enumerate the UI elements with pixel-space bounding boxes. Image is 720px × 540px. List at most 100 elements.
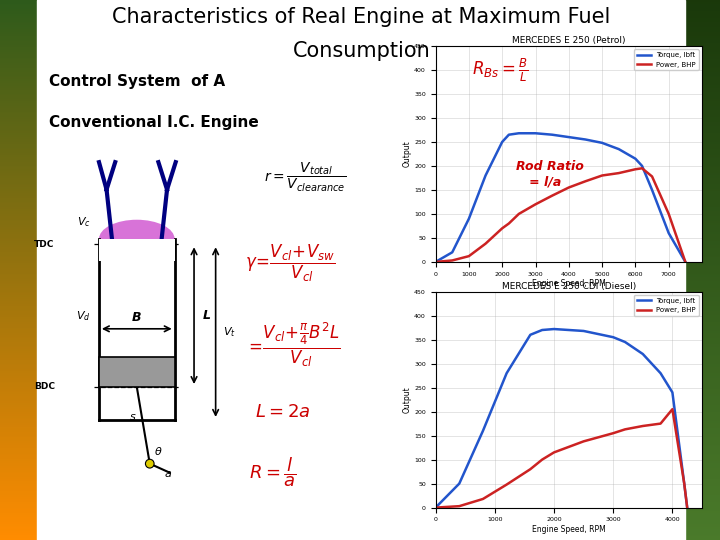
- Bar: [685, 528, 720, 529]
- Torque, lbft: [564, 134, 573, 140]
- Bar: [0, 486, 37, 488]
- Bar: [0, 455, 37, 457]
- Bar: [0, 304, 37, 306]
- Bar: [0, 241, 37, 243]
- Power, BHP: [549, 449, 558, 456]
- Bar: [685, 421, 720, 423]
- Bar: [685, 304, 720, 306]
- Bar: [0, 533, 37, 535]
- Bar: [0, 504, 37, 506]
- Torque, lbft: [639, 351, 647, 357]
- Bar: [685, 525, 720, 528]
- Bar: [0, 508, 37, 509]
- Bar: [0, 353, 37, 355]
- Bar: [0, 137, 37, 139]
- Bar: [685, 184, 720, 185]
- Bar: [685, 59, 720, 61]
- Bar: [685, 454, 720, 455]
- Bar: [685, 144, 720, 146]
- Bar: [0, 216, 37, 218]
- Bar: [685, 374, 720, 376]
- Bar: [0, 450, 37, 452]
- Bar: [0, 410, 37, 412]
- Text: $r = \dfrac{V_{total}}{V_{clearance}}$: $r = \dfrac{V_{total}}{V_{clearance}}$: [264, 161, 346, 194]
- Bar: [0, 421, 37, 423]
- Bar: [0, 477, 37, 479]
- Bar: [685, 11, 720, 12]
- Bar: [0, 162, 37, 164]
- Bar: [0, 452, 37, 454]
- Bar: [685, 290, 720, 292]
- Bar: [0, 123, 37, 124]
- Torque, lbft: [448, 249, 456, 255]
- Text: B: B: [132, 312, 142, 325]
- Bar: [685, 174, 720, 177]
- Bar: [685, 209, 720, 211]
- Bar: [685, 36, 720, 38]
- Bar: [685, 464, 720, 466]
- Bar: [685, 448, 720, 450]
- Bar: [685, 50, 720, 52]
- Text: Control System  of A: Control System of A: [49, 74, 225, 89]
- Title: MERCEDES E 250 (Petrol): MERCEDES E 250 (Petrol): [512, 36, 626, 45]
- Bar: [0, 401, 37, 403]
- Bar: [0, 447, 37, 448]
- Bar: [685, 56, 720, 58]
- Bar: [685, 326, 720, 328]
- Bar: [685, 366, 720, 367]
- Bar: [0, 432, 37, 434]
- Bar: [685, 322, 720, 324]
- Bar: [685, 400, 720, 401]
- Bar: [685, 286, 720, 288]
- Bar: [685, 452, 720, 454]
- Bar: [685, 214, 720, 216]
- Bar: [0, 128, 37, 130]
- Bar: [0, 436, 37, 437]
- Power, BHP: [581, 178, 590, 185]
- Bar: [685, 166, 720, 167]
- Bar: [685, 86, 720, 88]
- Bar: [685, 299, 720, 301]
- Text: BDC: BDC: [34, 382, 55, 392]
- Bar: [0, 76, 37, 77]
- Bar: [0, 335, 37, 336]
- Bar: [0, 180, 37, 182]
- Bar: [0, 194, 37, 196]
- Bar: [685, 218, 720, 220]
- Bar: [685, 319, 720, 320]
- Bar: [685, 227, 720, 228]
- Bar: [0, 16, 37, 18]
- Bar: [0, 83, 37, 85]
- Bar: [0, 178, 37, 180]
- Bar: [0, 484, 37, 486]
- Bar: [0, 495, 37, 497]
- Bar: [685, 162, 720, 164]
- Bar: [0, 139, 37, 140]
- Bar: [0, 538, 37, 540]
- Bar: [685, 529, 720, 531]
- Bar: [685, 436, 720, 437]
- Bar: [0, 536, 37, 538]
- Torque, lbft: [656, 370, 665, 376]
- Bar: [0, 18, 37, 20]
- Power, BHP: [498, 225, 507, 232]
- Power, BHP: [609, 430, 618, 436]
- Bar: [685, 447, 720, 448]
- Bar: [0, 250, 37, 252]
- Bar: [685, 292, 720, 293]
- Bar: [0, 366, 37, 367]
- Bar: [685, 475, 720, 477]
- Bar: [685, 238, 720, 239]
- Bar: [685, 320, 720, 322]
- Power, BHP: [431, 259, 440, 265]
- Bar: [0, 160, 37, 162]
- Bar: [0, 351, 37, 353]
- Bar: [0, 274, 37, 275]
- Bar: [0, 398, 37, 400]
- Bar: [0, 463, 37, 464]
- Bar: [0, 29, 37, 31]
- Bar: [685, 443, 720, 444]
- Bar: [685, 2, 720, 4]
- Bar: [685, 297, 720, 299]
- Bar: [685, 52, 720, 54]
